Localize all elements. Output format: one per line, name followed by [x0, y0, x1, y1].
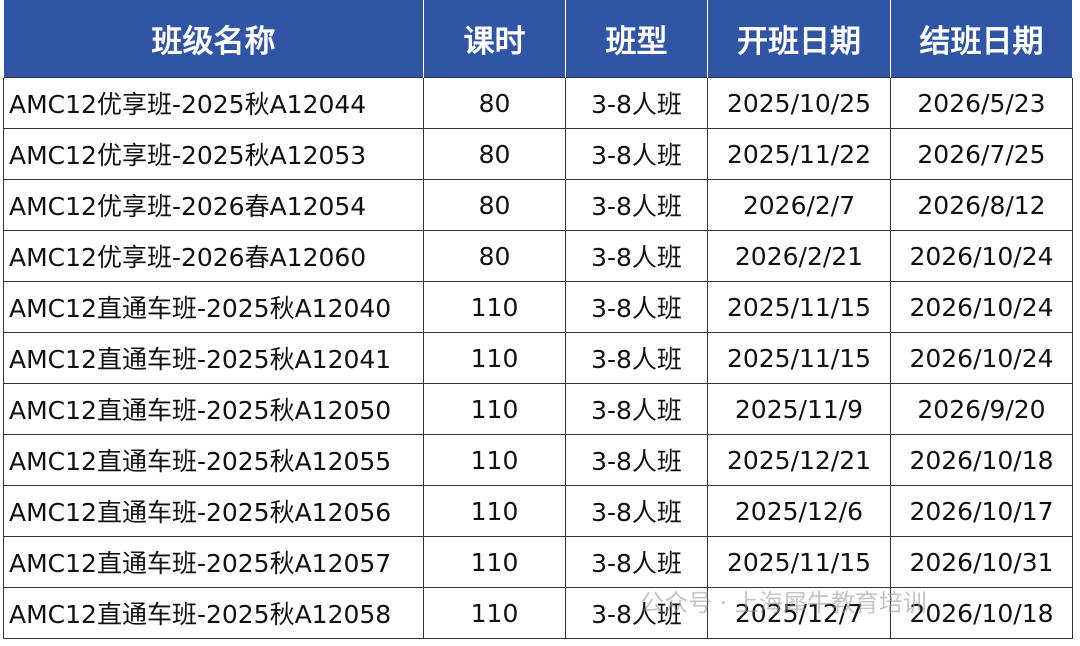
table-cell: 3-8人班	[565, 434, 708, 486]
table-cell: 2026/9/20	[890, 383, 1073, 435]
table-row: AMC12直通车班-2025秋A12050 110 3-8人班 2025/11/9 20…	[3, 383, 1073, 435]
header-cell: 班级名称	[3, 0, 424, 78]
table-row: AMC12优享班-2026春A12054 80 3-8人班 2026/2/7 2026/…	[3, 179, 1073, 231]
table-cell: AMC12直通车班-2025秋A12050	[3, 383, 424, 435]
table-cell: 3-8人班	[565, 332, 708, 384]
table-cell: 110	[423, 587, 566, 639]
table-cell: 2025/12/21	[707, 434, 891, 486]
table-cell: AMC12直通车班-2025秋A12057	[3, 536, 424, 588]
table-row: AMC12直通车班-2025秋A12055 110 3-8人班 2025/12/21 2…	[3, 434, 1073, 486]
table-cell: 2026/10/17	[890, 485, 1073, 537]
table-cell: 3-8人班	[565, 383, 708, 435]
table-cell: 110	[423, 332, 566, 384]
table-cell: 110	[423, 536, 566, 588]
table-cell: 2025/12/6	[707, 485, 891, 537]
table-cell: 3-8人班	[565, 77, 708, 129]
table-cell: AMC12优享班-2025秋A12053	[3, 128, 424, 180]
table-cell: 2026/2/7	[707, 179, 891, 231]
table-cell: 2026/2/21	[707, 230, 891, 282]
table-cell: AMC12直通车班-2025秋A12056	[3, 485, 424, 537]
table-row: AMC12直通车班-2025秋A12041 110 3-8人班 2025/11/15 2…	[3, 332, 1073, 384]
table-cell: 2026/10/24	[890, 230, 1073, 282]
table-cell: 2026/7/25	[890, 128, 1073, 180]
table-cell: 110	[423, 485, 566, 537]
table-cell: 2025/11/22	[707, 128, 891, 180]
table-cell: 3-8人班	[565, 128, 708, 180]
class-table: 班级名称 课时 班型 开班日期 结班日期 AMC12优享班-2025秋A12044 80 3…	[3, 0, 1073, 639]
table-cell: AMC12优享班-2025秋A12044	[3, 77, 424, 129]
table-cell: 2026/10/31	[890, 536, 1073, 588]
table-cell: 80	[423, 77, 566, 129]
table-cell: AMC12直通车班-2025秋A12058	[3, 587, 424, 639]
table-cell: AMC12优享班-2026春A12060	[3, 230, 424, 282]
table-cell: 2025/11/9	[707, 383, 891, 435]
table-row: AMC12优享班-2026春A12060 80 3-8人班 2026/2/21 2026…	[3, 230, 1073, 282]
table-cell: 2025/11/15	[707, 332, 891, 384]
table-row: AMC12直通车班-2025秋A12058 110 3-8人班 2025/12/7 20…	[3, 587, 1073, 639]
table-cell: AMC12直通车班-2025秋A12055	[3, 434, 424, 486]
table-row: AMC12直通车班-2025秋A12040 110 3-8人班 2025/11/15 2…	[3, 281, 1073, 333]
table-cell: 2025/11/15	[707, 281, 891, 333]
table-cell: 3-8人班	[565, 179, 708, 231]
table-row: AMC12直通车班-2025秋A12057 110 3-8人班 2025/11/15 2…	[3, 536, 1073, 588]
table-cell: 3-8人班	[565, 485, 708, 537]
table-cell: 2026/10/24	[890, 332, 1073, 384]
header-cell: 结班日期	[890, 0, 1073, 78]
table-cell: 3-8人班	[565, 281, 708, 333]
table-cell: 3-8人班	[565, 587, 708, 639]
table-row: AMC12直通车班-2025秋A12056 110 3-8人班 2025/12/6 20…	[3, 485, 1073, 537]
table-cell: 110	[423, 383, 566, 435]
table-cell: AMC12直通车班-2025秋A12041	[3, 332, 424, 384]
table-cell: 2026/8/12	[890, 179, 1073, 231]
table-cell: 2025/12/7	[707, 587, 891, 639]
table-cell: 2025/10/25	[707, 77, 891, 129]
table-cell: 80	[423, 230, 566, 282]
table-row: AMC12优享班-2025秋A12053 80 3-8人班 2025/11/22 202…	[3, 128, 1073, 180]
table-cell: 3-8人班	[565, 230, 708, 282]
header-row: 班级名称 课时 班型 开班日期 结班日期	[3, 0, 1073, 78]
header-cell: 班型	[565, 0, 708, 78]
table-body: AMC12优享班-2025秋A12044 80 3-8人班 2025/10/25 202…	[3, 77, 1073, 639]
table-cell: 110	[423, 434, 566, 486]
table-cell: 2026/5/23	[890, 77, 1073, 129]
table-cell: 2025/11/15	[707, 536, 891, 588]
table-cell: 80	[423, 128, 566, 180]
table-cell: 110	[423, 281, 566, 333]
table-cell: 2026/10/24	[890, 281, 1073, 333]
table-row: AMC12优享班-2025秋A12044 80 3-8人班 2025/10/25 202…	[3, 77, 1073, 129]
table-cell: 2026/10/18	[890, 434, 1073, 486]
table-cell: AMC12直通车班-2025秋A12040	[3, 281, 424, 333]
header-cell: 课时	[423, 0, 566, 78]
header-cell: 开班日期	[707, 0, 891, 78]
table-cell: 2026/10/18	[890, 587, 1073, 639]
table-cell: 3-8人班	[565, 536, 708, 588]
table-cell: 80	[423, 179, 566, 231]
table-cell: AMC12优享班-2026春A12054	[3, 179, 424, 231]
